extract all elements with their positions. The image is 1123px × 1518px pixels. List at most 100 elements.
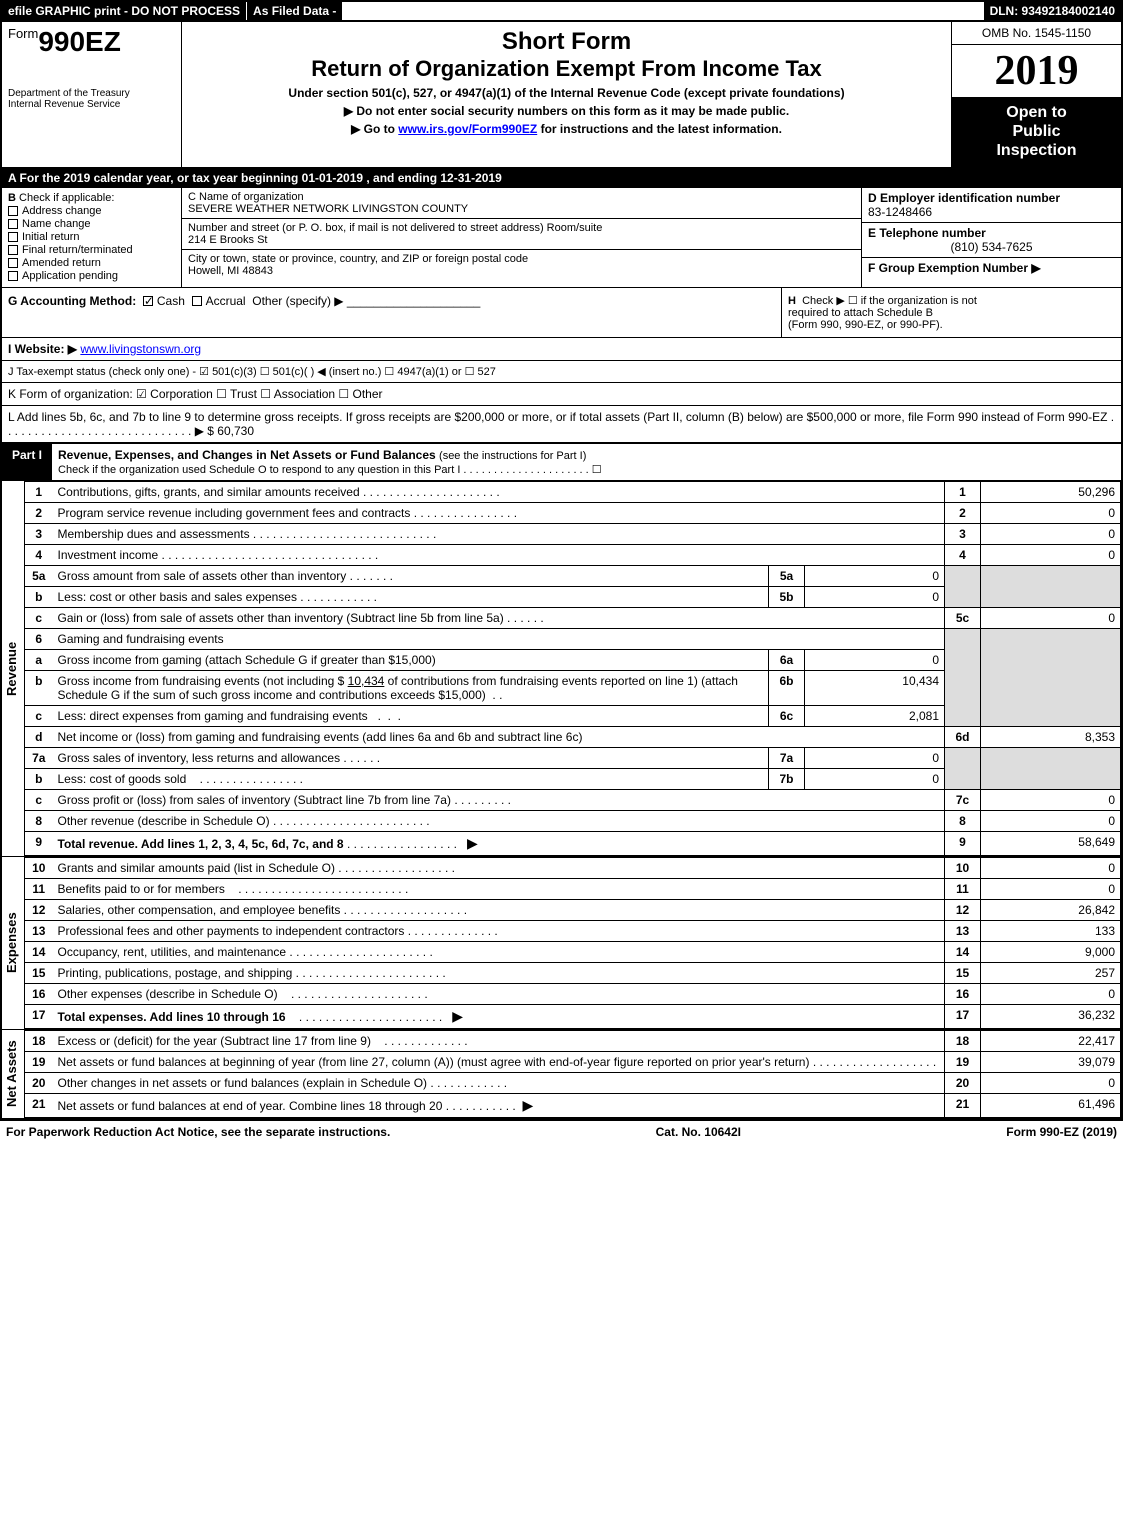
section-b: B Check if applicable: Address change Na… (2, 188, 182, 287)
cb-initial-return[interactable]: Initial return (8, 231, 175, 243)
section-e: E Telephone number (810) 534-7625 (862, 223, 1121, 258)
topbar: efile GRAPHIC print - DO NOT PROCESS As … (2, 2, 1121, 22)
subtitle: Under section 501(c), 527, or 4947(a)(1)… (190, 86, 943, 100)
cb-final-return[interactable]: Final return/terminated (8, 244, 175, 256)
h-line2: required to attach Schedule B (788, 307, 933, 319)
section-i: I Website: ▶ www.livingstonswn.org (2, 338, 1121, 361)
expenses-side-label: Expenses (2, 857, 24, 1029)
footer-right: Form 990-EZ (2019) (1006, 1125, 1117, 1139)
section-c: C Name of organization SEVERE WEATHER NE… (182, 188, 861, 287)
phone-value: (810) 534-7625 (868, 240, 1115, 254)
open-line3: Inspection (958, 141, 1115, 160)
section-a: A For the 2019 calendar year, or tax yea… (2, 169, 1121, 188)
topbar-asfiled: As Filed Data - (246, 2, 342, 20)
header-row: Form990EZ Department of the Treasury Int… (2, 22, 1121, 169)
g-label: G Accounting Method: (8, 294, 136, 308)
netassets-side-label: Net Assets (2, 1030, 24, 1118)
e-label: E Telephone number (868, 226, 986, 240)
line-13: 13Professional fees and other payments t… (25, 920, 1121, 941)
goto-post: for instructions and the latest informat… (537, 122, 782, 136)
form-word: Form (8, 26, 38, 41)
page-footer: For Paperwork Reduction Act Notice, see … (0, 1121, 1123, 1143)
line-1: 1Contributions, gifts, grants, and simil… (25, 481, 1121, 502)
footer-left: For Paperwork Reduction Act Notice, see … (6, 1125, 390, 1139)
line-9: 9Total revenue. Add lines 1, 2, 3, 4, 5c… (25, 831, 1121, 855)
cb-address-change[interactable]: Address change (8, 205, 175, 217)
line-14: 14Occupancy, rent, utilities, and mainte… (25, 941, 1121, 962)
form-number: 990EZ (38, 26, 121, 57)
revenue-side-label: Revenue (2, 481, 24, 856)
form-page: efile GRAPHIC print - DO NOT PROCESS As … (0, 0, 1123, 1121)
street-label: Number and street (or P. O. box, if mail… (188, 222, 855, 234)
footer-mid: Cat. No. 10642I (656, 1125, 741, 1139)
cb-accrual[interactable] (192, 296, 202, 306)
street-cell: Number and street (or P. O. box, if mail… (182, 219, 861, 250)
line-17: 17Total expenses. Add lines 10 through 1… (25, 1004, 1121, 1028)
cb-app-pending[interactable]: Application pending (8, 270, 175, 282)
line-7a: 7aGross sales of inventory, less returns… (25, 747, 1121, 768)
line-18: 18Excess or (deficit) for the year (Subt… (25, 1030, 1121, 1051)
header-right: OMB No. 1545-1150 2019 Open to Public In… (951, 22, 1121, 167)
goto-pre: ▶ Go to (351, 122, 398, 136)
f-label: F Group Exemption Number ▶ (868, 261, 1041, 275)
part1-label: Part I (2, 444, 52, 480)
line-20: 20Other changes in net assets or fund ba… (25, 1072, 1121, 1093)
part1-header: Part I Revenue, Expenses, and Changes in… (2, 444, 1121, 481)
line-6d: dNet income or (loss) from gaming and fu… (25, 726, 1121, 747)
cb-name-change[interactable]: Name change (8, 218, 175, 230)
cash-label: Cash (157, 294, 185, 308)
form-label-cell: Form990EZ Department of the Treasury Int… (2, 22, 182, 167)
topbar-dln: DLN: 93492184002140 (984, 2, 1121, 20)
h-line3: (Form 990, 990-EZ, or 990-PF). (788, 319, 943, 331)
section-l: L Add lines 5b, 6c, and 7b to line 9 to … (2, 406, 1121, 444)
b-label: B (8, 192, 16, 204)
line-5c: cGain or (loss) from sale of assets othe… (25, 607, 1121, 628)
website-link[interactable]: www.livingstonswn.org (80, 342, 201, 356)
h-line1: Check ▶ ☐ if the organization is not (802, 295, 977, 307)
part1-check: Check if the organization used Schedule … (58, 464, 602, 476)
expenses-section: Expenses 10Grants and similar amounts pa… (2, 857, 1121, 1030)
netassets-table: 18Excess or (deficit) for the year (Subt… (24, 1030, 1121, 1118)
org-name-label: C Name of organization (188, 191, 855, 203)
title-short-form: Short Form (190, 28, 943, 56)
line-2: 2Program service revenue including gover… (25, 502, 1121, 523)
line-3: 3Membership dues and assessments . . . .… (25, 523, 1121, 544)
b-checkif: Check if applicable: (19, 192, 114, 204)
open-line1: Open to (958, 103, 1115, 122)
line-6: 6Gaming and fundraising events (25, 628, 1121, 649)
line-4: 4Investment income . . . . . . . . . . .… (25, 544, 1121, 565)
l-value: 60,730 (217, 424, 254, 438)
dept-irs: Internal Revenue Service (8, 99, 175, 110)
line-8: 8Other revenue (describe in Schedule O) … (25, 810, 1121, 831)
cb-cash[interactable] (143, 296, 153, 306)
l-text: L Add lines 5b, 6c, and 7b to line 9 to … (8, 410, 1114, 438)
h-label: H (788, 295, 796, 307)
line-19: 19Net assets or fund balances at beginni… (25, 1051, 1121, 1072)
section-bc-row: B Check if applicable: Address change Na… (2, 188, 1121, 288)
tax-year: 2019 (952, 45, 1121, 97)
topbar-efile: efile GRAPHIC print - DO NOT PROCESS (2, 2, 246, 20)
city-label: City or town, state or province, country… (188, 253, 855, 265)
line-10: 10Grants and similar amounts paid (list … (25, 857, 1121, 878)
section-f: F Group Exemption Number ▶ (862, 258, 1121, 278)
section-j: J Tax-exempt status (check only one) - ☑… (2, 361, 1121, 383)
part1-sub: (see the instructions for Part I) (439, 450, 586, 462)
city-cell: City or town, state or province, country… (182, 250, 861, 280)
omb-number: OMB No. 1545-1150 (952, 22, 1121, 45)
note-ssn: ▶ Do not enter social security numbers o… (190, 104, 943, 118)
line-11: 11Benefits paid to or for members . . . … (25, 878, 1121, 899)
revenue-section: Revenue 1Contributions, gifts, grants, a… (2, 481, 1121, 857)
line-7c: cGross profit or (loss) from sales of in… (25, 789, 1121, 810)
line-12: 12Salaries, other compensation, and empl… (25, 899, 1121, 920)
org-name: SEVERE WEATHER NETWORK LIVINGSTON COUNTY (188, 203, 855, 215)
section-def: D Employer identification number 83-1248… (861, 188, 1121, 287)
section-h: H Check ▶ ☐ if the organization is not r… (781, 288, 1121, 337)
revenue-table: 1Contributions, gifts, grants, and simil… (24, 481, 1121, 856)
irs-link[interactable]: www.irs.gov/Form990EZ (398, 122, 537, 136)
open-to-public-badge: Open to Public Inspection (952, 97, 1121, 167)
dept-treasury: Department of the Treasury (8, 88, 175, 99)
street-value: 214 E Brooks St (188, 234, 855, 246)
cb-amended-return[interactable]: Amended return (8, 257, 175, 269)
section-d: D Employer identification number 83-1248… (862, 188, 1121, 223)
ein-value: 83-1248466 (868, 205, 1115, 219)
